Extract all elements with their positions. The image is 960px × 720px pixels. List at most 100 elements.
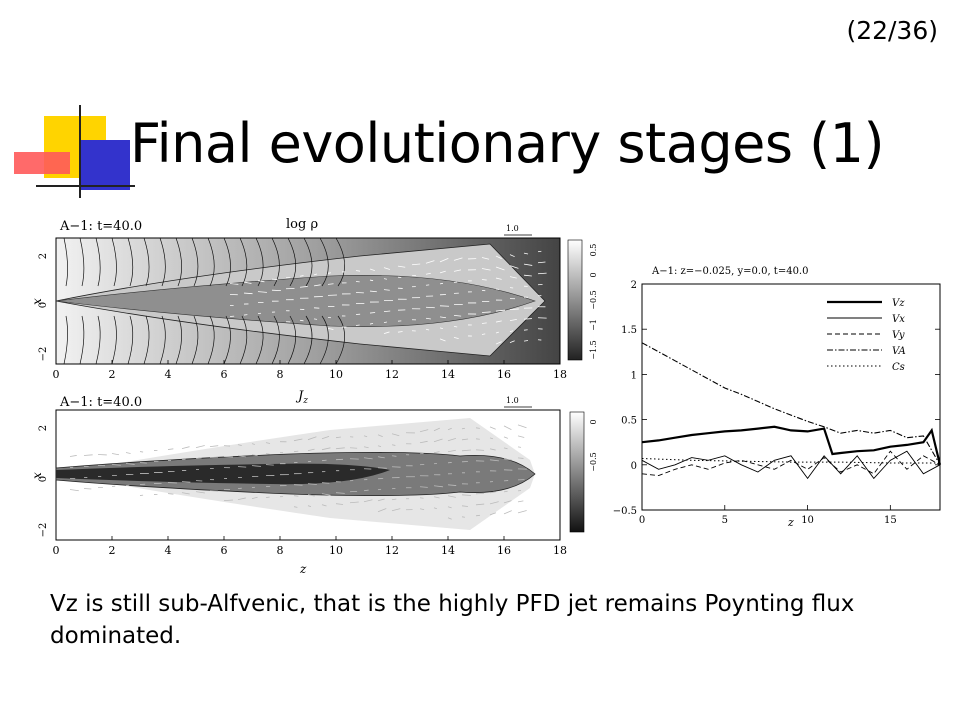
slide-title: Final evolutionary stages (1) bbox=[130, 112, 885, 175]
vector-arrow bbox=[335, 436, 341, 439]
chart-x-axis-label: z bbox=[787, 516, 794, 529]
colorbar-tick-label: −1.5 bbox=[589, 340, 598, 359]
vector-arrow bbox=[377, 456, 385, 459]
vector-arrow bbox=[481, 322, 487, 324]
vector-arrow bbox=[369, 322, 374, 325]
vector-arrow bbox=[265, 442, 271, 444]
chart-title: A−1: z=−0.025, y=0.0, t=40.0 bbox=[651, 266, 808, 277]
contour-line bbox=[335, 237, 345, 287]
vector-arrow bbox=[363, 499, 373, 503]
vector-arrow bbox=[313, 318, 318, 320]
x-tick-label: 4 bbox=[165, 544, 172, 557]
vector-arrow bbox=[439, 282, 444, 285]
vector-arrow bbox=[363, 435, 368, 438]
vector-arrow bbox=[509, 276, 517, 279]
x-tick-label: 5 bbox=[722, 515, 728, 526]
vector-arrow bbox=[433, 438, 443, 443]
x-tick-label: 12 bbox=[385, 544, 399, 557]
contour-line bbox=[143, 315, 150, 365]
contour-line bbox=[175, 237, 182, 287]
y-tick-label: 2 bbox=[38, 425, 49, 431]
vector-arrow bbox=[313, 273, 318, 276]
vector-arrow bbox=[377, 434, 383, 438]
chart-x-ticks: 0 5 10 15 bbox=[639, 505, 897, 526]
vector-arrow bbox=[537, 272, 547, 275]
vector-arrow bbox=[377, 498, 385, 502]
vector-arrow bbox=[439, 316, 447, 319]
x-tick-label: 6 bbox=[221, 544, 228, 557]
vector-arrow bbox=[419, 508, 425, 511]
chart-y-ticks: −0.5 0 0.5 1 1.5 2 bbox=[613, 280, 940, 517]
vector-arrow bbox=[355, 270, 361, 272]
x-tick-label: 0 bbox=[639, 515, 645, 526]
contour-line bbox=[191, 315, 199, 365]
vector-arrow bbox=[523, 340, 529, 342]
chart-legend: Vz Vx Vy VA Cs bbox=[827, 298, 906, 373]
contour-line bbox=[271, 237, 280, 287]
vector-arrow bbox=[453, 314, 462, 317]
vector-arrow bbox=[453, 269, 462, 272]
vector-arrow bbox=[383, 267, 391, 270]
vector-arrow bbox=[447, 495, 456, 498]
y-tick-label: −2 bbox=[38, 347, 49, 362]
vector-arrow bbox=[307, 483, 317, 485]
chart-plot-area bbox=[641, 283, 941, 511]
chart-series bbox=[641, 342, 942, 480]
current-panel-label: A−1: t=40.0 bbox=[59, 395, 142, 410]
vector-arrow bbox=[257, 291, 267, 293]
x-tick-label: 8 bbox=[277, 544, 284, 557]
vector-arrow bbox=[335, 503, 344, 505]
vector-arrow bbox=[481, 333, 486, 335]
series-line-vy bbox=[641, 450, 941, 477]
vector-arrow bbox=[433, 496, 440, 499]
contour-line bbox=[79, 237, 85, 287]
vector-arrow bbox=[391, 498, 397, 501]
vector-arrow bbox=[327, 283, 334, 285]
vector-arrow bbox=[335, 447, 345, 450]
vector-arrow bbox=[383, 321, 388, 324]
vector-arrow bbox=[517, 446, 522, 448]
vector-arrow bbox=[481, 279, 487, 281]
current-y-ticks: 2 0 −2 bbox=[38, 425, 49, 538]
vector-arrow bbox=[439, 270, 446, 274]
vector-arrow bbox=[489, 459, 499, 462]
contour-line bbox=[207, 315, 215, 365]
vector-arrow bbox=[433, 451, 440, 454]
vector-arrow bbox=[195, 457, 202, 459]
x-tick-label: 4 bbox=[165, 368, 172, 381]
vector-arrow bbox=[181, 492, 190, 495]
vector-arrow bbox=[229, 283, 239, 285]
x-tick-label: 10 bbox=[329, 544, 343, 557]
vector-arrow bbox=[391, 455, 397, 457]
vector-arrow bbox=[377, 508, 387, 513]
vector-arrow bbox=[313, 284, 321, 287]
vector-arrow bbox=[237, 497, 246, 501]
vector-arrow bbox=[523, 318, 532, 320]
density-colorbar bbox=[567, 239, 583, 361]
vector-arrow bbox=[481, 257, 490, 260]
contour-line bbox=[255, 237, 264, 287]
contour-line bbox=[319, 315, 329, 365]
density-contours bbox=[63, 237, 345, 365]
current-x-ticks: 0 2 4 6 8 10 12 14 16 18 bbox=[53, 536, 567, 557]
contour-line bbox=[159, 237, 166, 287]
vector-arrow bbox=[321, 504, 327, 507]
vector-arrow bbox=[195, 491, 205, 494]
vector-arrow bbox=[425, 272, 431, 275]
vector-arrow bbox=[517, 510, 527, 514]
decorative-squares bbox=[14, 105, 135, 198]
vector-arrow bbox=[299, 286, 308, 288]
legend-label: Vz bbox=[892, 298, 905, 309]
x-tick-label: 8 bbox=[277, 368, 284, 381]
density-y-ticks: 2 0 −2 bbox=[38, 253, 49, 362]
vector-arrow bbox=[383, 310, 391, 313]
vector-arrow bbox=[509, 254, 515, 258]
vector-arrow bbox=[509, 265, 519, 269]
vector-arrow bbox=[69, 455, 77, 457]
velocity-profile-chart: A−1: z=−0.025, y=0.0, t=40.0 −0.500.511.… bbox=[613, 266, 942, 529]
colorbar-tick-label: −0.5 bbox=[589, 452, 598, 471]
vector-arrow bbox=[83, 454, 93, 456]
contour-line bbox=[191, 237, 199, 287]
velocity-vectors bbox=[229, 250, 547, 345]
vector-arrow bbox=[307, 436, 317, 441]
